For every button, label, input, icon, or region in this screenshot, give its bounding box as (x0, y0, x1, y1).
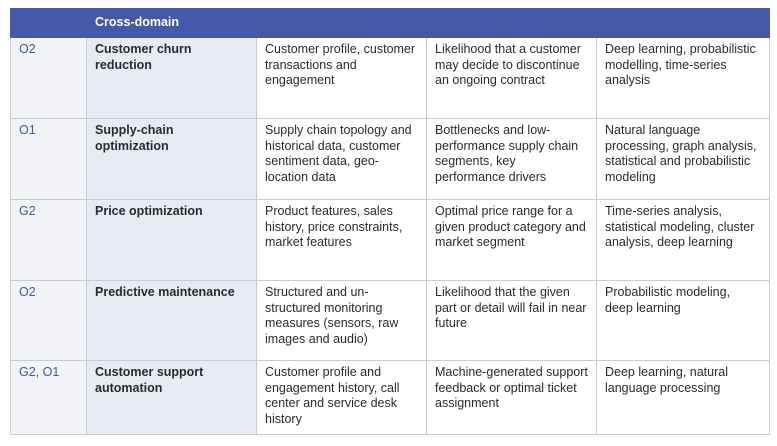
row-output: Bottlenecks and low-performance supply c… (426, 118, 597, 200)
row-output: Optimal price range for a given product … (426, 199, 597, 281)
table-row: O1 Supply-chain optimization Supply chai… (10, 118, 770, 200)
header-cell-data (256, 8, 427, 38)
header-cell-output (426, 8, 597, 38)
table-row: O2 Customer churn reduction Customer pro… (10, 37, 770, 119)
row-methods: Time-series analysis, statistical modeli… (596, 199, 770, 281)
row-code: O2 (10, 37, 87, 119)
row-code: G2 (10, 199, 87, 281)
row-title: Supply-chain optimization (86, 118, 257, 200)
row-input-data: Product features, sales history, price c… (256, 199, 427, 281)
row-input-data: Supply chain topology and historical dat… (256, 118, 427, 200)
header-cell-code (10, 8, 87, 38)
header-cell-category: Cross-domain (86, 8, 257, 38)
table-row: O2 Predictive maintenance Structured and… (10, 280, 770, 361)
row-methods: Probabilistic modeling, deep learning (596, 280, 770, 361)
row-code: O1 (10, 118, 87, 200)
row-title: Customer churn reduction (86, 37, 257, 119)
row-code: G2, O1 (10, 360, 87, 435)
row-code: O2 (10, 280, 87, 361)
row-output: Likelihood that a customer may decide to… (426, 37, 597, 119)
row-title: Predictive maintenance (86, 280, 257, 361)
row-title: Price optimization (86, 199, 257, 281)
row-input-data: Structured and un-structured monitoring … (256, 280, 427, 361)
row-title: Customer support automation (86, 360, 257, 435)
row-input-data: Customer profile, customer transactions … (256, 37, 427, 119)
row-output: Likelihood that the given part or detail… (426, 280, 597, 361)
table-header-row: Cross-domain (10, 8, 770, 38)
row-methods: Deep learning, probabilistic modelling, … (596, 37, 770, 119)
row-input-data: Customer profile and engagement history,… (256, 360, 427, 435)
row-methods: Deep learning, natural language processi… (596, 360, 770, 435)
header-cell-methods (596, 8, 770, 38)
row-methods: Natural language processing, graph analy… (596, 118, 770, 200)
row-output: Machine-generated support feedback or op… (426, 360, 597, 435)
table-row: G2 Price optimization Product features, … (10, 199, 770, 281)
table-row: G2, O1 Customer support automation Custo… (10, 360, 770, 435)
use-case-table: Cross-domain O2 Customer churn reduction… (10, 8, 770, 435)
use-case-table-container: Cross-domain O2 Customer churn reduction… (10, 8, 770, 435)
